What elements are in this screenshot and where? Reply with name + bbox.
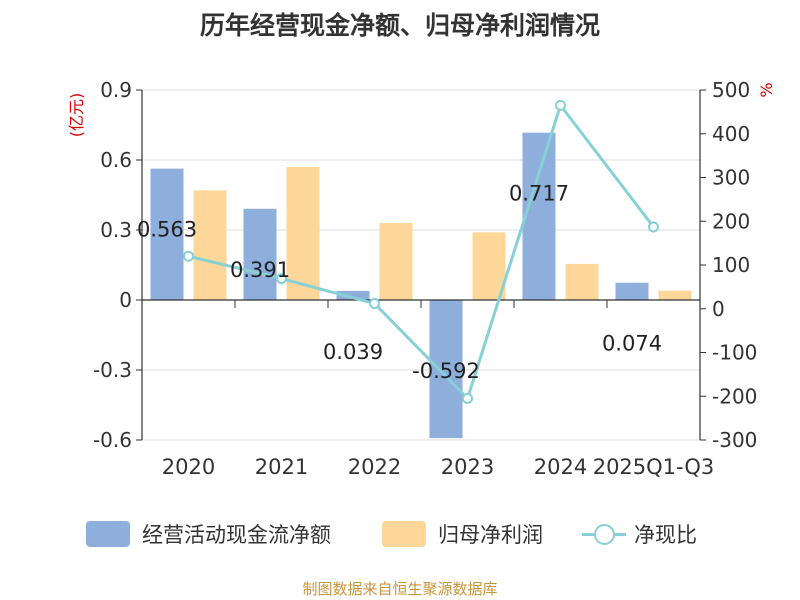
legend: 经营活动现金流净额 归母净利润 净现比 <box>0 516 800 556</box>
right-tick-label: -300 <box>712 428 757 452</box>
left-tick-label: 0 <box>119 288 132 312</box>
chart-title: 历年经营现金净额、归母净利润情况 <box>199 11 600 40</box>
category-label-2021: 2021 <box>255 455 308 479</box>
bars <box>150 132 692 439</box>
right-axis-unit: % <box>757 82 776 97</box>
bar-profit-2023 <box>472 232 506 300</box>
gridlines <box>142 89 700 441</box>
bar-cashflow-2021 <box>243 208 277 300</box>
cashflow-label-2021: 0.391 <box>230 258 290 282</box>
bar-profit-2025Q1-Q3 <box>658 290 692 300</box>
category-label-2024: 2024 <box>534 455 587 479</box>
right-tick-label: 0 <box>712 297 725 321</box>
right-tick-label: 200 <box>712 209 750 233</box>
category-label-2025Q1-Q3: 2025Q1-Q3 <box>593 455 715 479</box>
ratio-point-2023 <box>462 392 473 404</box>
legend-swatch-profit <box>382 521 426 547</box>
bar-profit-2020 <box>193 190 227 300</box>
cashflow-label-2020: 0.563 <box>137 218 197 242</box>
cashflow-label-2024: 0.717 <box>509 182 569 206</box>
category-label-2023: 2023 <box>441 455 494 479</box>
ratio-point-2025Q1-Q3 <box>648 221 659 233</box>
category-label-2022: 2022 <box>348 455 401 479</box>
category-label-2020: 2020 <box>162 455 215 479</box>
cashflow-label-2022: 0.039 <box>323 340 383 364</box>
cashflow-label-2025Q1-Q3: 0.074 <box>602 332 662 356</box>
ratio-point-2024 <box>555 99 566 111</box>
left-tick-label: 0.9 <box>100 78 132 102</box>
ratio-point-2021 <box>276 273 287 285</box>
bar-profit-2021 <box>286 167 320 300</box>
bar-profit-2022 <box>379 223 413 300</box>
cashflow-label-2023: -0.592 <box>412 359 480 383</box>
ratio-point-2020 <box>183 250 194 262</box>
legend-item-profit[interactable]: 归母净利润 <box>382 516 543 552</box>
legend-item-cashflow[interactable]: 经营活动现金流净额 <box>86 516 331 552</box>
legend-label-cashflow: 经营活动现金流净额 <box>142 523 331 547</box>
ratio-line-path <box>188 102 655 402</box>
source-note: 制图数据来自恒生聚源数据库 <box>302 580 498 598</box>
ratio-line <box>183 99 659 404</box>
bar-cashflow-2025Q1-Q3 <box>615 282 649 300</box>
right-tick-label: -100 <box>712 341 757 365</box>
bar-cashflow-2022 <box>336 290 370 300</box>
right-tick-label: 400 <box>712 122 750 146</box>
axes: 0.9 0.6 0.3 0 -0.3 -0.6 500 400 300 200 100 0 -100 -2… <box>67 78 776 479</box>
right-tick-label: -200 <box>712 384 757 408</box>
left-tick-label: -0.3 <box>93 358 132 382</box>
right-tick-label: 500 <box>712 78 750 102</box>
bar-cashflow-2023 <box>429 300 463 439</box>
bar-profit-2024 <box>565 263 599 300</box>
data-labels: 0.563 0.391 0.039 -0.592 0.717 0.074 <box>137 182 662 383</box>
bar-cashflow-2024 <box>522 132 556 300</box>
legend-item-ratio[interactable]: 净现比 <box>582 516 697 552</box>
right-tick-label: 100 <box>712 253 750 277</box>
left-tick-label: 0.6 <box>100 148 132 172</box>
legend-label-profit: 归母净利润 <box>438 523 543 547</box>
ratio-point-2022 <box>369 298 380 309</box>
left-tick-label: 0.3 <box>100 218 132 242</box>
left-axis-unit: (亿元) <box>67 93 86 138</box>
right-tick-label: 300 <box>712 166 750 190</box>
bar-cashflow-2020 <box>150 168 184 300</box>
legend-label-ratio: 净现比 <box>634 523 697 547</box>
legend-swatch-ratio <box>582 521 626 547</box>
left-tick-label: -0.6 <box>93 428 132 452</box>
legend-swatch-cashflow <box>86 521 130 547</box>
